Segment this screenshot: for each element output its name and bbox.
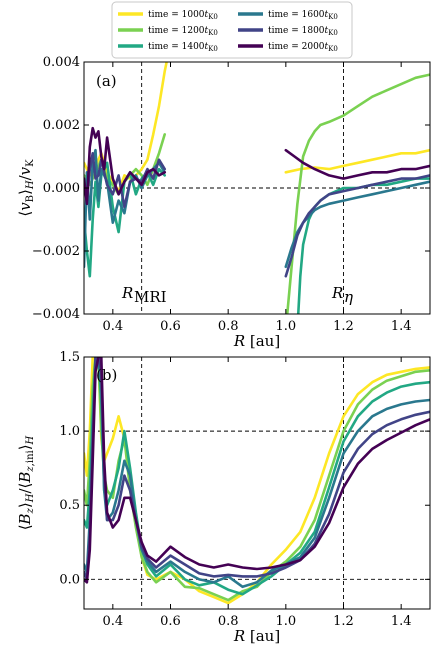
panel-b-xlabel: R [au] xyxy=(233,627,280,645)
series-t2000-segment-0 xyxy=(84,126,166,206)
series-t1000-segment-1 xyxy=(284,148,430,174)
panel-a-tag: (a) xyxy=(96,72,117,90)
series-t1400-segment-0 xyxy=(84,357,430,596)
x-tick-label: 1.2 xyxy=(333,614,354,629)
x-tick-label: 0.8 xyxy=(218,319,239,334)
series-t1200-segment-1 xyxy=(285,73,430,314)
series-t1200-segment-0 xyxy=(84,357,430,602)
panel-a-xlabel: R [au] xyxy=(233,332,280,350)
series-t2000-segment-1 xyxy=(284,148,430,180)
svg-text:MRI: MRI xyxy=(134,288,167,306)
series-t1000-segment-0 xyxy=(84,357,430,605)
y-tick-label: 0.0 xyxy=(59,572,80,587)
x-tick-label: 1.2 xyxy=(333,319,354,334)
x-tick-label: 0.6 xyxy=(160,614,181,629)
panel-b-ticks: 0.4 0.6 0.8 1.0 1.2 1.4 0.0 0.5 1.0 1.5 xyxy=(59,350,430,629)
legend-label-t1200: time = 1200tK0 xyxy=(148,26,218,37)
panel-b-plot-area xyxy=(84,357,430,609)
x-tick-label: 0.4 xyxy=(102,614,123,629)
y-tick-label: 1.5 xyxy=(59,350,80,365)
panel-a-ticks: 0.4 0.6 0.8 1.0 1.2 1.4 −0.004 −0.002 0.000 0.002… xyxy=(32,55,430,334)
x-tick-label: 1.4 xyxy=(391,319,412,334)
y-tick-label: −0.004 xyxy=(32,307,80,322)
series-t2000-segment-0 xyxy=(84,357,430,584)
x-tick-label: 1.4 xyxy=(391,614,412,629)
panel-b-frame xyxy=(83,356,431,610)
svg-text:⟨Bz⟩H/⟨Bz,ini⟩H: ⟨Bz⟩H/⟨Bz,ini⟩H xyxy=(16,435,36,530)
series-t1600-segment-0 xyxy=(84,357,430,589)
x-tick-label: 1.0 xyxy=(275,614,296,629)
panel-a-plot-area xyxy=(84,62,430,314)
panel-b-ylabel: ⟨Bz⟩H/⟨Bz,ini⟩H xyxy=(16,435,36,530)
panel-a: 0.4 0.6 0.8 1.0 1.2 1.4 −0.004 −0.002 0.000 0.002… xyxy=(16,55,431,350)
y-tick-label: 1.0 xyxy=(59,424,80,439)
series-t1800-segment-0 xyxy=(84,357,430,581)
legend-label-t1000: time = 1000tK0 xyxy=(148,10,218,21)
annotation-r-eta: R η xyxy=(331,284,353,306)
y-tick-label: −0.002 xyxy=(32,244,80,259)
y-tick-label: 0.004 xyxy=(43,55,80,70)
panel-a-ylabel: ⟨vB⟩H/vK xyxy=(16,159,36,217)
svg-text:R: R xyxy=(121,284,133,302)
legend-label-t1400: time = 1400tK0 xyxy=(148,42,218,53)
panel-a-frame xyxy=(83,61,431,315)
panel-b: 0.4 0.6 0.8 1.0 1.2 1.4 0.0 0.5 1.0 1.5 (b) R [au… xyxy=(16,350,431,645)
x-tick-label: 0.6 xyxy=(160,319,181,334)
legend-label-t1600: time = 1600tK0 xyxy=(268,10,338,21)
x-tick-label: 0.4 xyxy=(102,319,123,334)
svg-text:η: η xyxy=(344,288,353,306)
series-t1600-segment-0 xyxy=(84,148,166,269)
y-tick-label: 0.5 xyxy=(59,498,80,513)
annotation-r-mri: R MRI xyxy=(121,284,167,306)
panel-b-tag: (b) xyxy=(96,366,117,384)
svg-text:⟨vB⟩H/vK: ⟨vB⟩H/vK xyxy=(16,159,36,217)
series-t1400-segment-1 xyxy=(296,177,430,314)
series-t1800-segment-1 xyxy=(284,174,430,278)
svg-text:R: R xyxy=(331,284,343,302)
x-tick-label: 1.0 xyxy=(275,319,296,334)
legend: time = 1000tK0 time = 1200tK0 time = 140… xyxy=(111,1,353,59)
y-tick-label: 0.000 xyxy=(43,181,80,196)
legend-frame xyxy=(111,1,353,59)
x-tick-label: 0.8 xyxy=(218,614,239,629)
legend-label-t2000: time = 2000tK0 xyxy=(268,42,338,53)
legend-label-t1800: time = 1800tK0 xyxy=(268,26,338,37)
y-tick-label: 0.002 xyxy=(43,118,80,133)
